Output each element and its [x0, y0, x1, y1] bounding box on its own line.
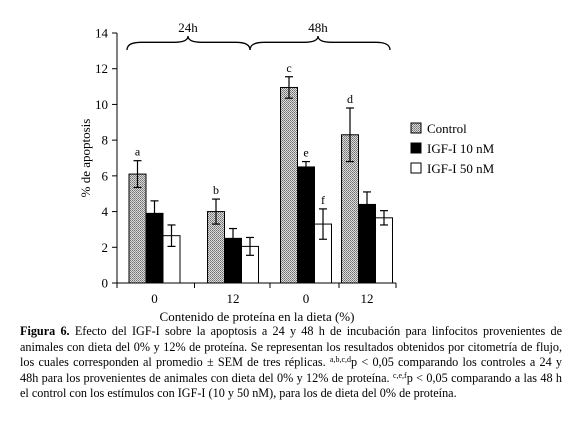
y-tick-label-2: 2 [102, 240, 109, 255]
x-axis-title: Contenido de proteína en la dieta (%) [160, 309, 355, 324]
group-label-1: 24h [178, 20, 198, 35]
figure-caption: Figura 6. Efecto del IGF-I sobre la apop… [20, 324, 562, 402]
annotation-1-1: a [135, 145, 141, 159]
caption-text-2: p < 0,05 comparando los controles a 24 y… [20, 355, 562, 385]
annotation-1-4: d [347, 92, 353, 106]
legend-swatch-2 [410, 142, 422, 154]
y-tick-label-5: 8 [102, 133, 109, 148]
bar-1-1 [128, 173, 147, 284]
y-tick-label-4: 6 [102, 168, 109, 183]
bar-chart: a 0 b 12 c e f 0 d 12 0 2 4 6 8 10 12 14 % de apoptosis Con… [78, 20, 495, 324]
annotation-1-3: c [286, 61, 291, 75]
caption-sup-1: a,b,c,d [329, 355, 352, 365]
group-bracket-1 [126, 35, 251, 51]
legend-label-1: Control [427, 121, 467, 136]
y-tick-label-3: 4 [102, 204, 109, 219]
caption-label: Figura 6. [20, 324, 70, 338]
caption-text-1: Efecto del IGF-I sobre la apoptosis a 24… [20, 324, 562, 370]
caption-sup-2: c,e,f [392, 370, 407, 380]
group-bracket-2 [249, 35, 391, 51]
y-tick-label-8: 14 [95, 26, 109, 41]
y-tick-label-7: 12 [95, 61, 108, 76]
x-tick-label-1: 0 [151, 291, 158, 306]
y-tick-label-1: 0 [102, 276, 109, 291]
legend-label-3: IGF-I 50 nM [427, 161, 495, 176]
x-tick-label-4: 12 [361, 291, 374, 306]
x-tick-label-2: 12 [227, 291, 240, 306]
y-tick-label-6: 10 [95, 97, 108, 112]
annotation-1-2: b [213, 183, 219, 197]
group-label-2: 48h [308, 20, 328, 35]
legend-swatch-1 [410, 122, 422, 134]
bar-3-4 [375, 217, 393, 284]
annotation-3-3: f [321, 193, 325, 207]
annotation-2-3: e [303, 146, 308, 160]
caption-text-3: p < 0,05 comparando a las 48 h el contro… [20, 370, 562, 401]
y-axis-title: % de apoptosis [78, 119, 93, 198]
legend-swatch-3 [410, 162, 422, 174]
bar-1-3 [280, 86, 298, 284]
legend-label-2: IGF-I 10 nM [427, 141, 495, 156]
bar-2-3 [297, 166, 315, 284]
chart-area: a 0 b 12 c e f 0 d 12 0 2 4 6 8 10 12 14 % de apoptosis Con… [78, 20, 495, 324]
x-tick-label-3: 0 [303, 291, 310, 306]
